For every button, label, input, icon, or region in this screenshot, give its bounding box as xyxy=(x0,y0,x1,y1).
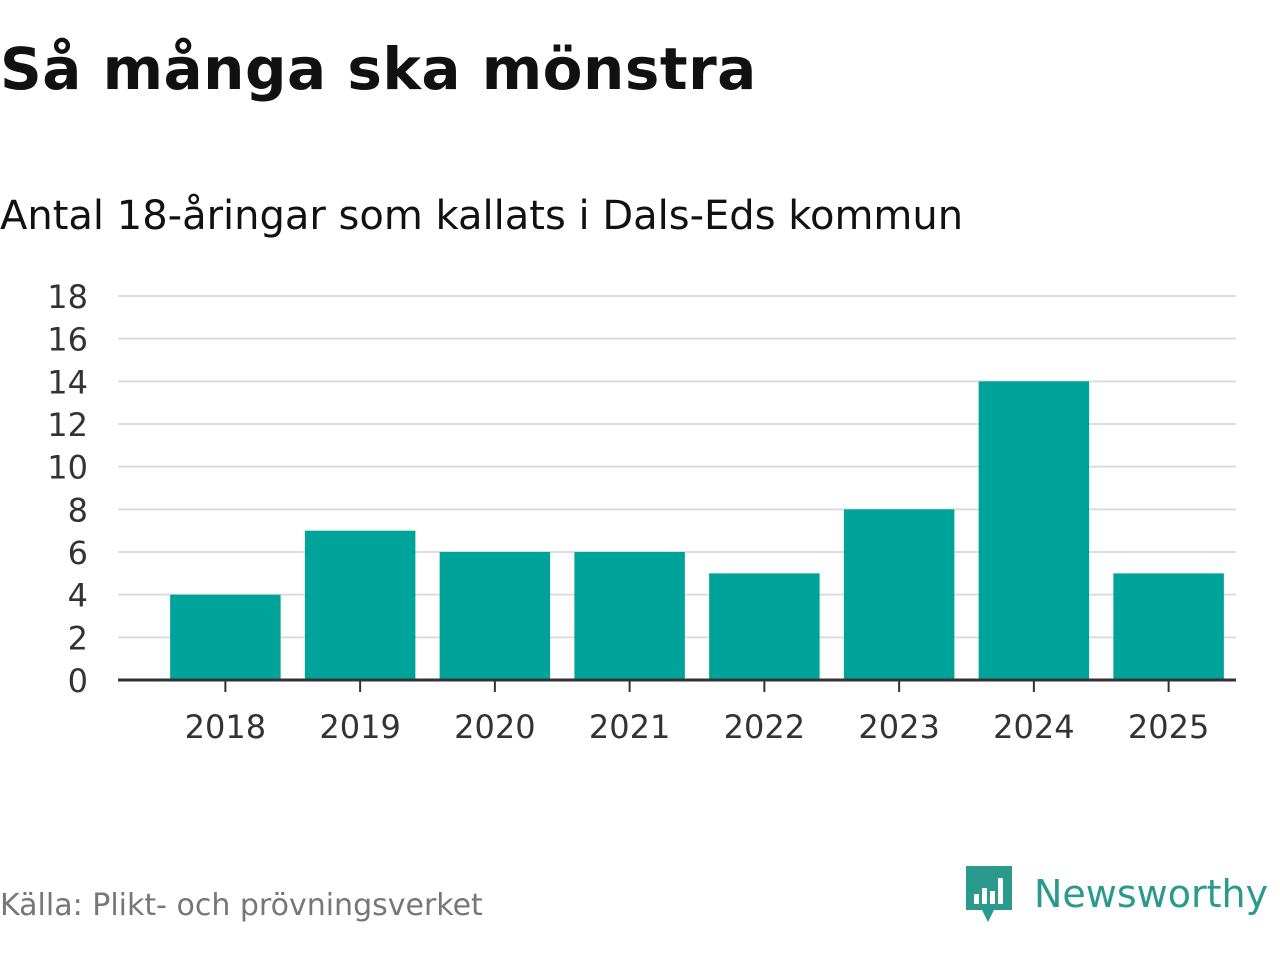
bar-2024 xyxy=(978,381,1090,680)
bar-2021 xyxy=(574,552,685,680)
newsworthy-logo-icon xyxy=(966,866,1012,922)
brand-logo: Newsworthy xyxy=(964,864,1268,924)
y-tick-label: 0 xyxy=(68,662,88,700)
x-tick-label: 2025 xyxy=(1128,708,1209,746)
brand-name: Newsworthy xyxy=(1034,872,1269,916)
bar-chart: 0 2 4 6 8 10 12 14 16 18 2018 2019 2020 2021 2022 2023… xyxy=(47,278,1236,746)
y-tick-label: 2 xyxy=(68,619,88,657)
bar-2018 xyxy=(170,594,281,680)
y-tick-label: 10 xyxy=(47,449,88,487)
y-tick-label: 4 xyxy=(68,577,88,615)
y-tick-label: 12 xyxy=(47,406,88,444)
y-tick-label: 14 xyxy=(47,363,88,401)
x-tick-label: 2022 xyxy=(724,708,805,746)
x-tick-label: 2021 xyxy=(589,708,670,746)
y-axis-ticks: 0 2 4 6 8 10 12 14 16 18 xyxy=(47,278,88,700)
bars xyxy=(170,381,1224,680)
bar-2022 xyxy=(709,573,820,680)
chart-title: Så många ska mönstra xyxy=(0,35,757,103)
bar-2019 xyxy=(304,530,416,680)
chart-subtitle: Antal 18-åringar som kallats i Dals-Eds … xyxy=(0,193,964,239)
x-tick-label: 2018 xyxy=(185,708,266,746)
x-axis: 2018 2019 2020 2021 2022 2023 2024 2025 xyxy=(118,678,1236,746)
bar-2023 xyxy=(843,509,955,680)
y-tick-label: 18 xyxy=(47,278,88,316)
y-tick-label: 16 xyxy=(47,321,88,359)
bar-2020 xyxy=(439,552,551,680)
y-tick-label: 8 xyxy=(68,491,88,529)
x-tick-label: 2023 xyxy=(858,708,939,746)
x-tick-label: 2019 xyxy=(319,708,400,746)
bar-2025 xyxy=(1113,573,1224,680)
x-tick-label: 2020 xyxy=(454,708,535,746)
x-tick-label: 2024 xyxy=(993,708,1074,746)
source-note: Källa: Plikt- och prövningsverket xyxy=(0,888,483,923)
y-tick-label: 6 xyxy=(68,534,88,572)
